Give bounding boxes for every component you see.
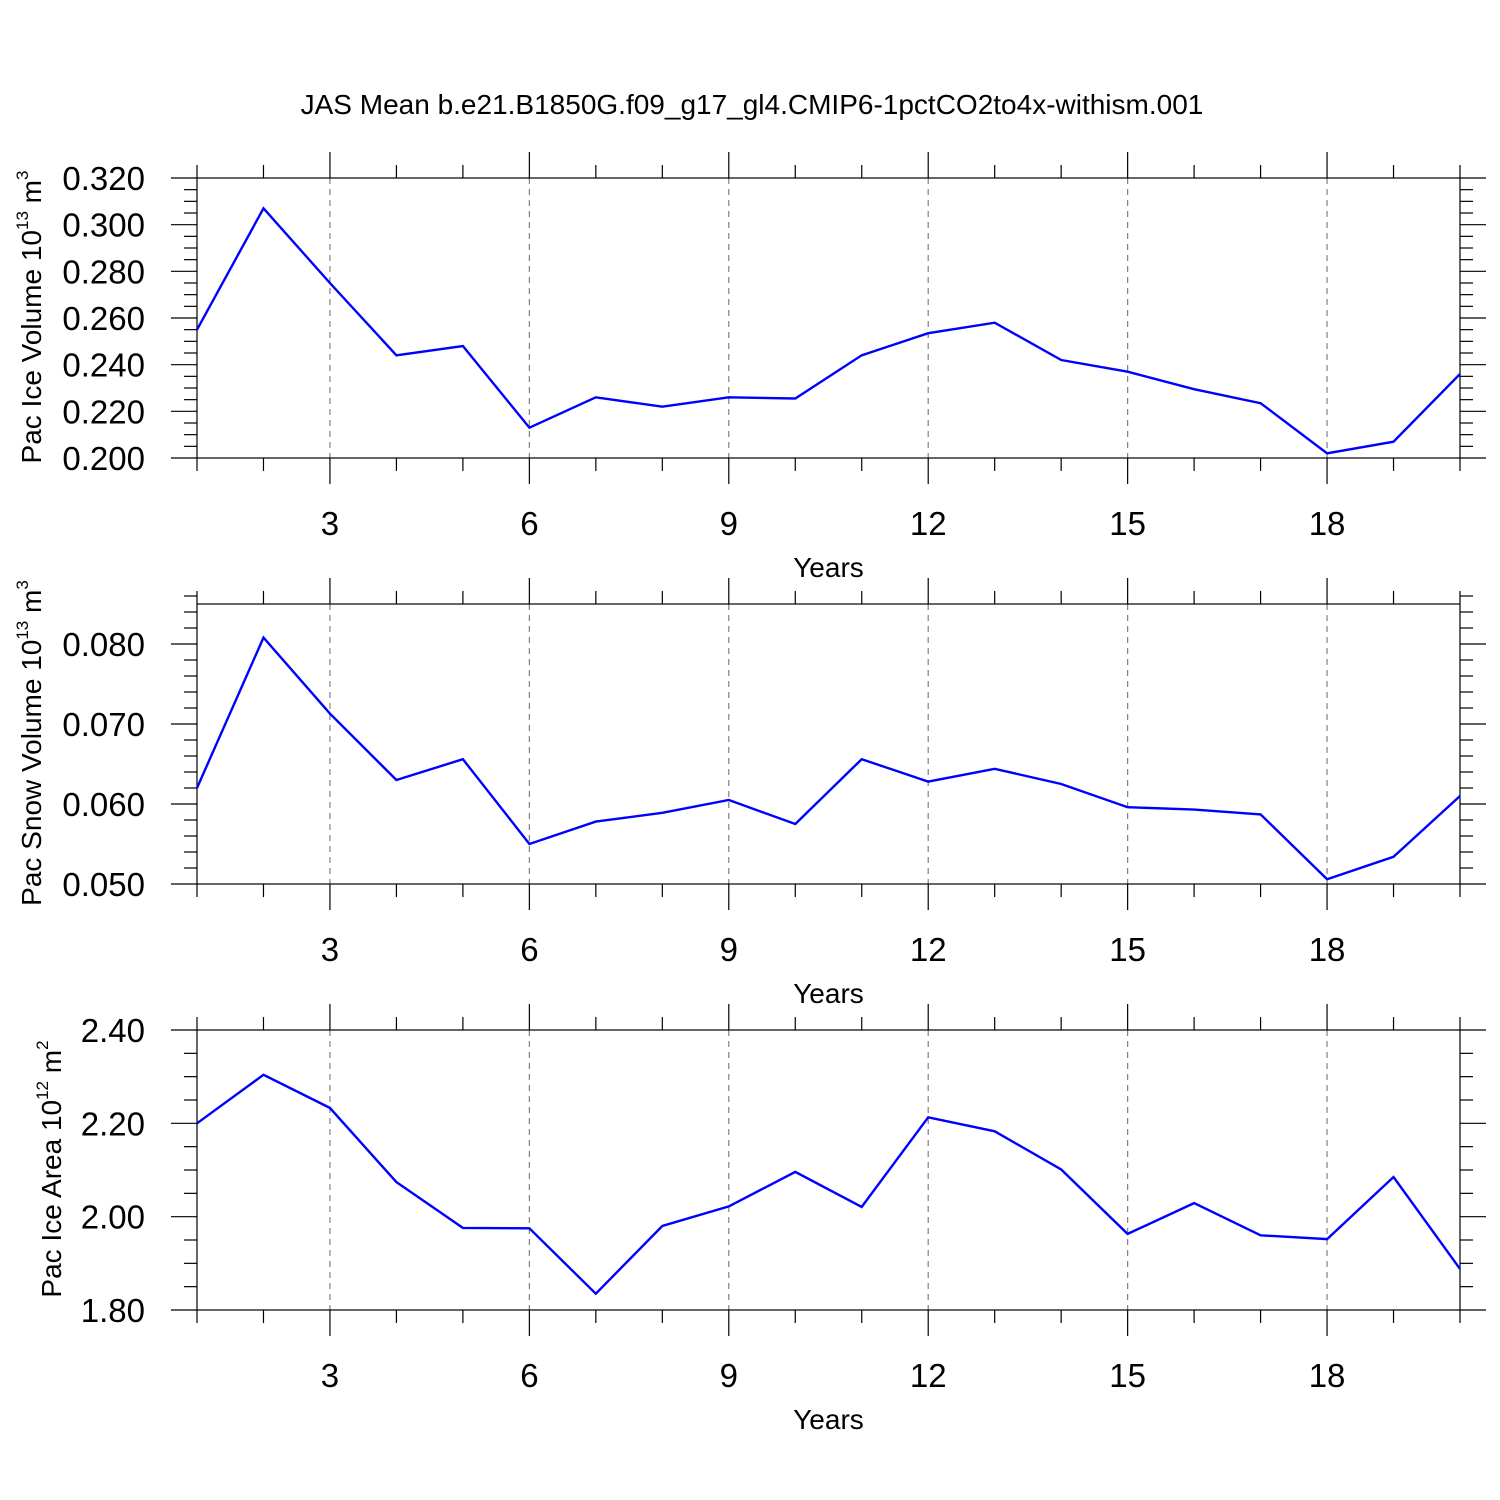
chart-1-y-axis-label-exp: 13 bbox=[13, 211, 32, 230]
chart-2-ytick-label-1: 0.050 bbox=[62, 866, 145, 903]
chart-3-y-axis-label-exp: 12 bbox=[33, 1081, 52, 1100]
chart-1-x-axis-label: Years bbox=[793, 552, 864, 583]
chart-2-y-axis-label-unit: m bbox=[16, 590, 47, 621]
chart-1-ytick-label-7: 0.320 bbox=[62, 160, 145, 197]
chart-2-ytick-label-2: 0.060 bbox=[62, 786, 145, 823]
chart-1-xtick-label-6: 18 bbox=[1309, 505, 1346, 542]
chart-2-ytick-label-3: 0.070 bbox=[62, 706, 145, 743]
chart-3-xtick-label-6: 18 bbox=[1309, 1357, 1346, 1394]
chart-panel-3: 3 6 9 12 15 18 1.80 2.00 2.20 2.40 Years Pac Ice Ar… bbox=[33, 1004, 1486, 1435]
chart-panel-2: 3 6 9 12 15 18 0.050 0.060 0.070 0.080 Years Pac Sn… bbox=[13, 578, 1486, 1009]
chart-1-xtick-label-3: 9 bbox=[720, 505, 738, 542]
chart-3-ytick-label-4: 2.40 bbox=[81, 1012, 145, 1049]
chart-3-ytick-label-1: 1.80 bbox=[81, 1292, 145, 1329]
chart-1-ytick-label-5: 0.280 bbox=[62, 253, 145, 290]
chart-3-xtick-label-4: 12 bbox=[910, 1357, 947, 1394]
chart-1-series-line bbox=[195, 206, 1461, 455]
chart-1-ytick-label-3: 0.240 bbox=[62, 347, 145, 384]
chart-3-plot-frame bbox=[196, 1029, 1461, 1311]
chart-3-y-axis-label-unit-exp: 2 bbox=[33, 1040, 52, 1049]
chart-2-y-axis-label-unit-exp: 3 bbox=[13, 580, 32, 589]
chart-2-series-line bbox=[195, 635, 1461, 881]
chart-3-xtick-label-5: 15 bbox=[1109, 1357, 1146, 1394]
chart-title: JAS Mean b.e21.B1850G.f09_g17_gl4.CMIP6-… bbox=[301, 89, 1204, 120]
chart-1-xtick-label-5: 15 bbox=[1109, 505, 1146, 542]
chart-3-xtick-label-3: 9 bbox=[720, 1357, 738, 1394]
chart-2-x-axis-label: Years bbox=[793, 978, 864, 1009]
chart-1-y-axis-label-unit: m bbox=[16, 180, 47, 211]
chart-panels: 3 6 9 12 15 18 0.200 0.220 0.240 0.260 0.280 0.300 0… bbox=[13, 152, 1486, 1435]
chart-3-xtick-label-1: 3 bbox=[321, 1357, 339, 1394]
chart-1-y-axis-label-text: Pac Ice Volume 10 bbox=[16, 230, 47, 463]
chart-3-x-axis-label: Years bbox=[793, 1404, 864, 1435]
chart-1-ytick-label-2: 0.220 bbox=[62, 393, 145, 430]
chart-2-xtick-label-1: 3 bbox=[321, 931, 339, 968]
chart-2-plot-frame bbox=[196, 603, 1461, 885]
chart-1-plot-frame bbox=[196, 177, 1461, 459]
chart-1-xtick-label-4: 12 bbox=[910, 505, 947, 542]
chart-2-xtick-label-2: 6 bbox=[520, 931, 538, 968]
chart-3-xtick-label-2: 6 bbox=[520, 1357, 538, 1394]
chart-1-xtick-label-1: 3 bbox=[321, 505, 339, 542]
chart-1-xtick-label-2: 6 bbox=[520, 505, 538, 542]
chart-panel-1: 3 6 9 12 15 18 0.200 0.220 0.240 0.260 0.280 0.300 0… bbox=[13, 152, 1486, 583]
chart-2-y-axis-label-exp: 13 bbox=[13, 621, 32, 640]
chart-1-y-axis-label: Pac Ice Volume 1013 m3 bbox=[13, 171, 47, 464]
chart-2-y-axis-label-text: Pac Snow Volume 10 bbox=[16, 640, 47, 906]
chart-3-ytick-label-3: 2.20 bbox=[81, 1105, 145, 1142]
chart-3-y-axis-label-unit: m bbox=[36, 1050, 67, 1081]
chart-1-ytick-label-4: 0.260 bbox=[62, 300, 145, 337]
chart-3-ytick-label-2: 2.00 bbox=[81, 1199, 145, 1236]
chart-2-ytick-label-4: 0.080 bbox=[62, 626, 145, 663]
chart-3-y-axis-label-text: Pac Ice Area 10 bbox=[36, 1100, 67, 1298]
chart-3-y-axis-label: Pac Ice Area 1012 m2 bbox=[33, 1040, 67, 1297]
chart-1-ytick-label-6: 0.300 bbox=[62, 207, 145, 244]
chart-2-xtick-label-5: 15 bbox=[1109, 931, 1146, 968]
chart-1-y-axis-label-unit-exp: 3 bbox=[13, 171, 32, 180]
chart-2-xtick-label-3: 9 bbox=[720, 931, 738, 968]
chart-2-xtick-label-6: 18 bbox=[1309, 931, 1346, 968]
chart-1-ytick-label-1: 0.200 bbox=[62, 440, 145, 477]
chart-3-series-line bbox=[196, 1073, 1461, 1296]
chart-2-y-axis-label: Pac Snow Volume 1013 m3 bbox=[13, 580, 47, 906]
chart-2-xtick-label-4: 12 bbox=[910, 931, 947, 968]
